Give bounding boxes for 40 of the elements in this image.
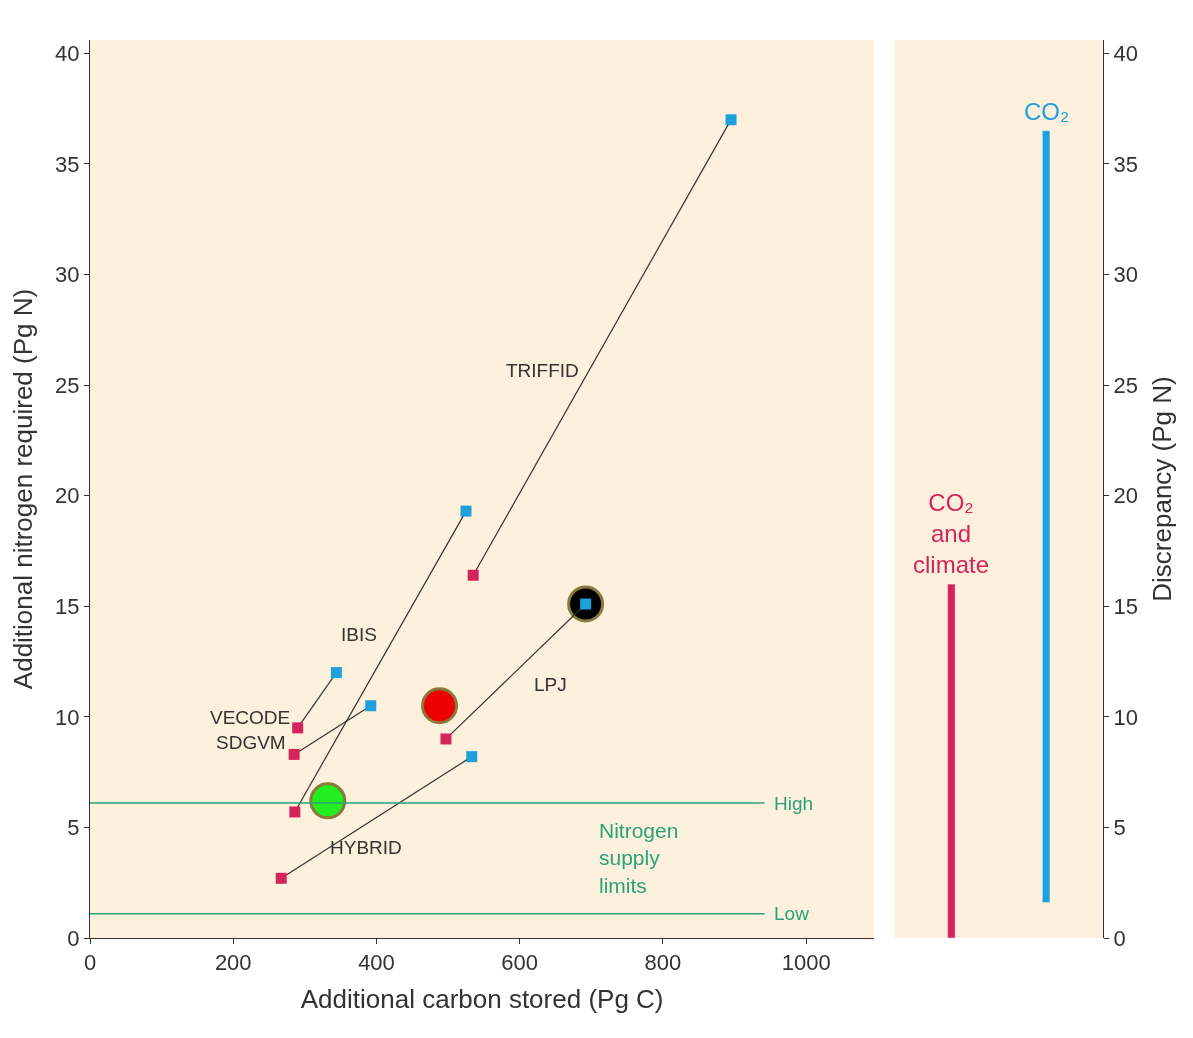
x-tick-label: 400	[358, 950, 395, 976]
x-tick-label: 200	[214, 950, 252, 976]
x-tick-label: CO₂ and climate	[913, 489, 990, 579]
annotation: LPJ	[534, 674, 567, 695]
y-tick-label: 25	[1113, 372, 1138, 398]
x-tick-label: 0	[83, 950, 97, 976]
x-tick-label: 600	[501, 950, 539, 976]
x-tick-label: 1000	[781, 950, 831, 976]
y-tick-label: 20	[55, 483, 80, 509]
y-tick-label: 25	[55, 372, 80, 398]
annotation: SDGVM	[216, 732, 286, 753]
ref-line-label: High	[774, 793, 814, 814]
y-tick-label: 40	[55, 40, 80, 66]
annotation: Nitrogen supply limits	[599, 819, 679, 897]
y-tick-label: 30	[1113, 262, 1138, 288]
x-tick-label: 800	[644, 950, 682, 976]
annotation: VECODE	[210, 707, 291, 728]
y-tick-label: 30	[55, 262, 80, 288]
annotation: HYBRID	[330, 837, 402, 858]
ref-line-label: Low	[774, 903, 810, 924]
x-axis-title: Additional carbon stored (Pg C)	[300, 984, 664, 1015]
y-tick-label: 10	[55, 704, 80, 730]
y-tick-label: 5	[67, 815, 80, 841]
y-tick-label: 15	[1113, 593, 1138, 619]
y-tick-label: 20	[1113, 483, 1138, 509]
y-tick-label: 35	[55, 151, 80, 177]
y-tick-label: 35	[1113, 151, 1138, 177]
y-axis-title: Additional nitrogen required (Pg N)	[7, 288, 38, 690]
annotation: IBIS	[341, 624, 377, 645]
x-tick-label: CO₂	[1024, 98, 1070, 125]
y-tick-label: 0	[1113, 925, 1126, 951]
y-axis-title: Discrepancy (Pg N)	[1146, 376, 1177, 602]
annotation: TRIFFID	[506, 360, 579, 381]
y-tick-label: 0	[67, 925, 80, 951]
y-tick-label: 40	[1113, 40, 1138, 66]
point	[421, 687, 459, 725]
y-tick-label: 5	[1113, 815, 1126, 841]
point	[309, 782, 347, 820]
y-tick-label: 10	[1113, 704, 1138, 730]
y-tick-label: 15	[55, 593, 80, 619]
